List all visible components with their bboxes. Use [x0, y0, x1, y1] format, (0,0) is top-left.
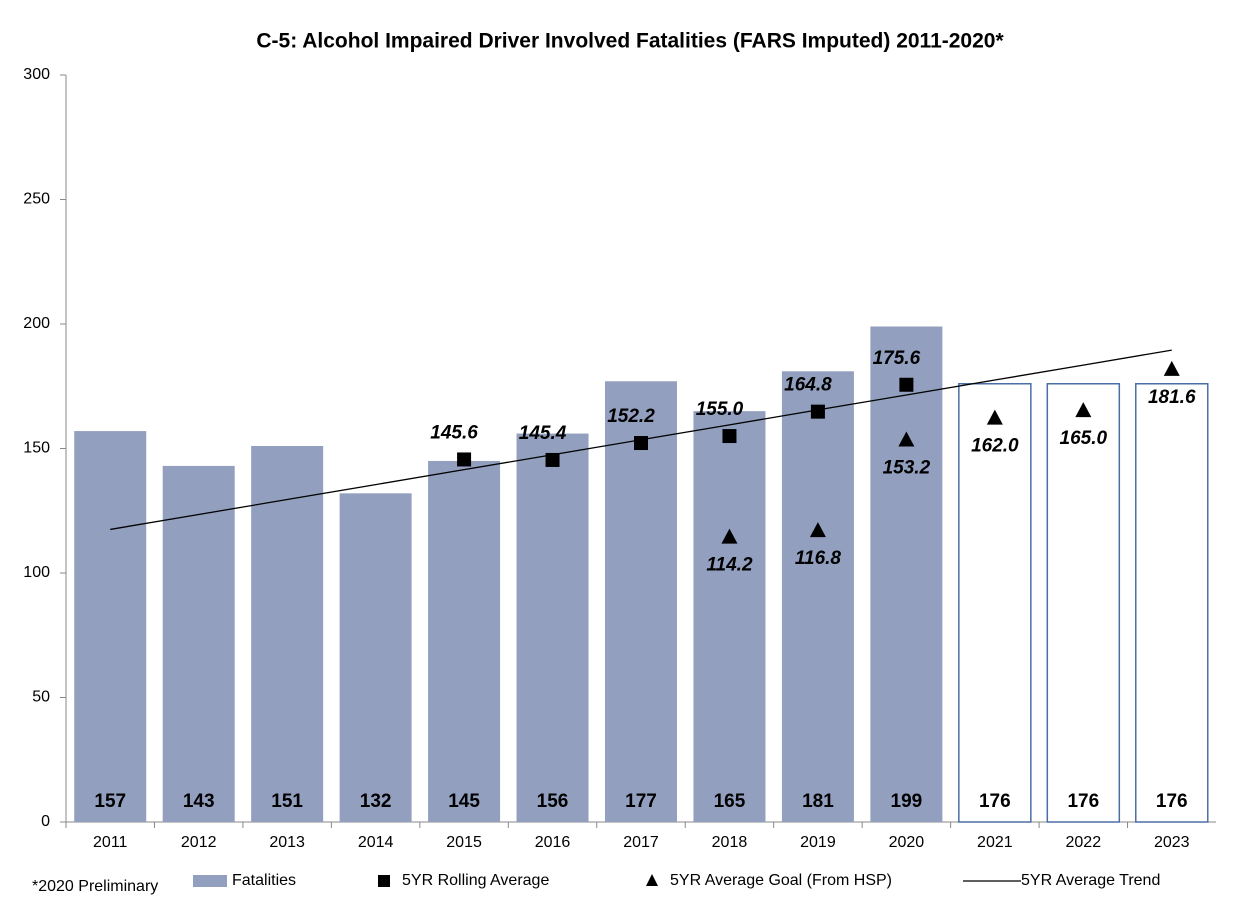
bar	[605, 381, 677, 822]
bar	[1046, 383, 1121, 823]
bar	[339, 493, 412, 822]
legend-swatch	[646, 874, 658, 886]
chart-title: C-5: Alcohol Impaired Driver Involved Fa…	[256, 30, 1004, 53]
square-marker	[899, 377, 914, 392]
square-marker	[545, 452, 560, 467]
triangle-marker	[721, 528, 738, 544]
marker-label: 155.0	[696, 399, 744, 420]
triangle-marker	[1163, 360, 1180, 376]
marker-label: 145.4	[519, 423, 567, 444]
y-tick-label: 50	[32, 689, 50, 706]
bar	[693, 411, 766, 822]
marker-label: 175.6	[873, 348, 921, 369]
bar-label: 165	[714, 791, 746, 812]
footnote: *2020 Preliminary	[32, 878, 158, 895]
bar-label: 151	[271, 791, 303, 812]
marker-label: 153.2	[883, 458, 931, 479]
x-tick-label: 2018	[712, 834, 748, 851]
legend-swatch	[378, 875, 390, 887]
bar	[428, 460, 501, 822]
bar	[251, 446, 324, 822]
legend-swatch	[193, 875, 227, 887]
bar	[958, 383, 1032, 823]
marker-label: 145.6	[430, 422, 478, 443]
bar-label: 176	[979, 791, 1011, 812]
bar	[1135, 383, 1209, 823]
bar-label: 176	[1156, 791, 1188, 812]
square-marker	[722, 429, 737, 444]
square-marker	[810, 404, 825, 419]
y-tick-label: 0	[41, 813, 50, 830]
triangle-marker	[809, 522, 826, 538]
marker-label: 165.0	[1060, 428, 1108, 449]
bar	[516, 433, 589, 822]
bar	[74, 431, 147, 822]
x-tick-label: 2020	[889, 834, 925, 851]
bar-label: 176	[1067, 791, 1099, 812]
legend-label: 5YR Rolling Average	[402, 872, 549, 889]
legend-label: 5YR Average Trend	[1021, 872, 1160, 889]
bar-label: 132	[360, 791, 392, 812]
x-tick-label: 2011	[93, 834, 128, 851]
bar	[870, 326, 943, 822]
x-tick-label: 2016	[535, 834, 571, 851]
triangle-marker	[1075, 402, 1092, 418]
square-marker	[457, 452, 472, 467]
x-tick-label: 2017	[623, 834, 659, 851]
legend-label: 5YR Average Goal (From HSP)	[670, 872, 892, 889]
bar-label: 157	[94, 791, 126, 812]
x-tick-label: 2013	[269, 834, 305, 851]
trend-line	[110, 349, 1172, 531]
bar	[781, 371, 854, 822]
y-tick-label: 150	[23, 440, 50, 457]
x-tick-label: 2015	[446, 834, 482, 851]
y-tick-label: 100	[23, 564, 50, 581]
x-tick-label: 2012	[181, 834, 217, 851]
bar-label: 181	[802, 791, 834, 812]
x-tick-label: 2014	[358, 834, 394, 851]
marker-label: 114.2	[706, 555, 753, 576]
bar-label: 156	[537, 791, 569, 812]
x-tick-label: 2023	[1154, 834, 1190, 851]
bar	[162, 465, 235, 822]
marker-label: 164.8	[784, 375, 832, 396]
bar-label: 177	[625, 791, 657, 812]
y-tick-label: 300	[23, 66, 50, 83]
marker-label: 162.0	[971, 436, 1019, 457]
marker-label: 116.8	[795, 548, 842, 569]
x-tick-label: 2022	[1066, 834, 1102, 851]
x-tick-label: 2021	[977, 834, 1013, 851]
triangle-marker	[986, 409, 1003, 425]
square-marker	[634, 436, 648, 451]
legend-label: Fatalities	[232, 872, 296, 889]
bar-label: 199	[891, 791, 923, 812]
triangle-marker	[898, 431, 915, 447]
marker-label: 152.2	[607, 406, 655, 427]
y-tick-label: 200	[23, 315, 50, 332]
bar-label: 145	[448, 791, 480, 812]
x-tick-label: 2019	[800, 834, 836, 851]
y-tick-label: 250	[23, 191, 50, 208]
bar-label: 143	[183, 791, 215, 812]
marker-label: 181.6	[1148, 387, 1196, 408]
